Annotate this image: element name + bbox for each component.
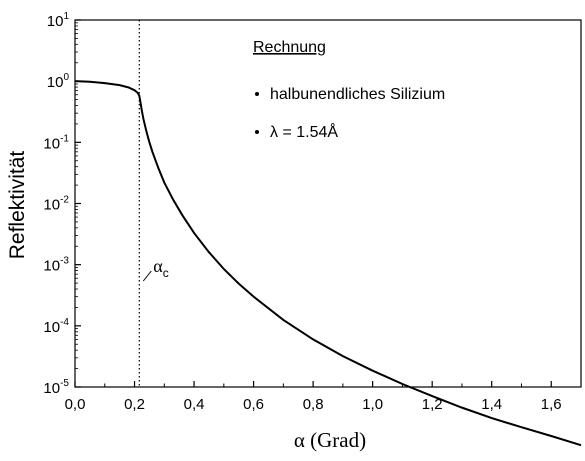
x-tick-label: 1,4 xyxy=(481,396,502,413)
y-tick-label: 10-4 xyxy=(43,317,69,336)
x-tick-label: 0,6 xyxy=(243,396,264,413)
y-tick-label: 101 xyxy=(47,11,70,30)
y-axis-title: Reflektivität xyxy=(6,151,29,260)
legend-bullet-1 xyxy=(255,92,259,96)
y-tick-label: 10-5 xyxy=(43,378,69,397)
x-tick-label: 0,0 xyxy=(65,396,86,413)
reflectivity-curve xyxy=(74,80,582,447)
legend-bullet-2 xyxy=(255,130,259,134)
critical-angle-label: αc xyxy=(153,256,168,280)
x-tick-label: 1,6 xyxy=(541,396,562,413)
y-tick-label: 100 xyxy=(47,72,70,91)
x-tick-label: 0,8 xyxy=(303,396,324,413)
x-tick-label: 1,0 xyxy=(362,396,383,413)
y-tick-label: 10-1 xyxy=(43,133,69,152)
x-tick-label: 0,4 xyxy=(184,396,205,413)
y-tick-label: 10-3 xyxy=(43,256,69,275)
x-tick-label: 1,2 xyxy=(422,396,443,413)
x-tick-label: 0,2 xyxy=(124,396,145,413)
legend-title: Rechnung xyxy=(253,39,326,56)
legend-item-1: halbunendliches Silizium xyxy=(270,86,445,103)
plot-frame xyxy=(74,19,582,388)
x-axis-title: α (Grad) xyxy=(294,428,366,452)
legend-item-2: λ = 1.54Å xyxy=(270,122,338,141)
critical-angle-pointer xyxy=(142,270,152,282)
y-tick-label: 10-2 xyxy=(43,195,69,214)
